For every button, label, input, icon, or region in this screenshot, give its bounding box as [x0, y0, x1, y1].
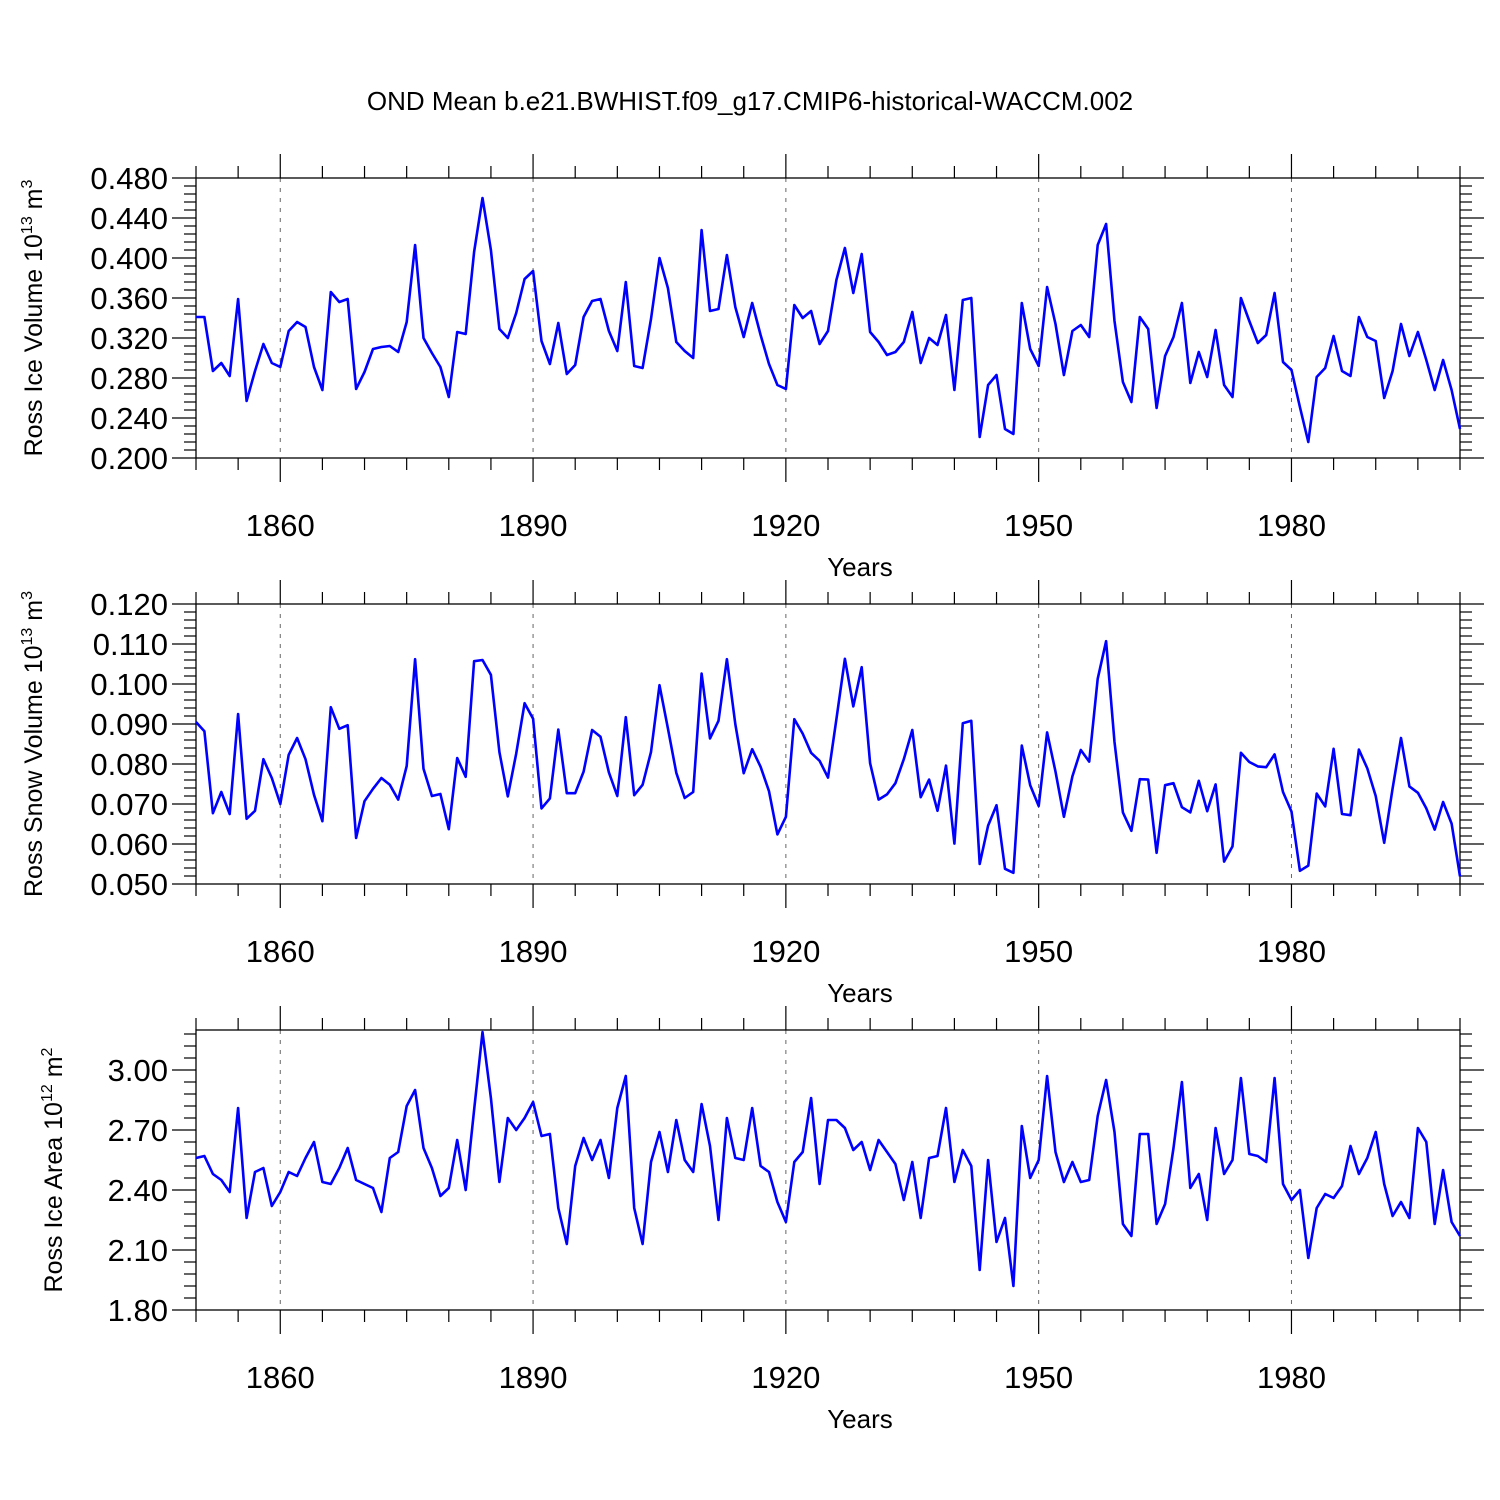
y-tick-label: 0.050 — [90, 867, 168, 902]
x-tick-label: 1920 — [751, 1360, 820, 1395]
x-tick-label: 1890 — [499, 1360, 568, 1395]
x-tick-label: 1950 — [1004, 1360, 1073, 1395]
chart-title: OND Mean b.e21.BWHIST.f09_g17.CMIP6-hist… — [366, 86, 1134, 116]
y-tick-label: 0.320 — [90, 321, 168, 356]
x-tick-label: 1920 — [751, 508, 820, 543]
y-tick-label: 0.080 — [90, 747, 168, 782]
y-tick-label: 3.00 — [108, 1053, 168, 1088]
x-tick-label: 1980 — [1257, 1360, 1326, 1395]
y-tick-label: 0.280 — [90, 361, 168, 396]
x-tick-label: 1920 — [751, 934, 820, 969]
y-tick-label: 0.480 — [90, 161, 168, 196]
x-tick-label: 1950 — [1004, 934, 1073, 969]
y-tick-label: 0.110 — [93, 627, 168, 662]
x-tick-label: 1890 — [499, 508, 568, 543]
series-line — [195, 639, 1462, 877]
x-axis-label: Years — [827, 552, 893, 582]
plot-frame — [195, 1029, 1461, 1311]
x-tick-label: 1950 — [1004, 508, 1073, 543]
y-tick-label: 2.10 — [108, 1233, 168, 1268]
plot-frame — [195, 603, 1461, 885]
y-tick-label: 0.120 — [90, 587, 168, 622]
y-axis-label: Ross Ice Area 1012 m2 — [39, 1047, 68, 1292]
y-tick-label: 0.200 — [90, 441, 168, 476]
y-tick-label: 0.070 — [90, 787, 168, 822]
x-tick-label: 1980 — [1257, 934, 1326, 969]
panel-1: 0.200 0.240 0.280 0.320 0.360 0.400 0.440 0.480… — [19, 154, 1484, 582]
x-tick-label: 1860 — [246, 934, 315, 969]
y-tick-label: 2.70 — [108, 1113, 168, 1148]
y-tick-label: 0.360 — [90, 281, 168, 316]
x-tick-label: 1890 — [499, 934, 568, 969]
x-tick-label: 1980 — [1257, 508, 1326, 543]
series-line — [195, 1030, 1462, 1288]
y-axis-label: Ross Snow Volume 1013 m3 — [19, 591, 48, 897]
y-tick-label: 0.240 — [90, 401, 168, 436]
y-tick-label: 0.090 — [90, 707, 168, 742]
y-tick-label: 1.80 — [108, 1293, 168, 1328]
y-tick-label: 2.40 — [108, 1173, 168, 1208]
y-tick-label: 0.440 — [90, 201, 168, 236]
panel-2: 0.050 0.060 0.070 0.080 0.090 0.100 0.110 0.120… — [19, 580, 1484, 1008]
y-tick-label: 0.100 — [90, 667, 168, 702]
x-axis-label: Years — [827, 978, 893, 1008]
y-tick-label: 0.060 — [90, 827, 168, 862]
series-line — [196, 196, 1462, 444]
y-tick-label: 0.400 — [90, 241, 168, 276]
panel-3: 1.80 2.10 2.40 2.70 3.00 1860 1890 1920 1950 1980… — [39, 1006, 1484, 1434]
x-tick-label: 1860 — [246, 508, 315, 543]
y-axis-label: Ross Ice Volume 1013 m3 — [19, 179, 48, 456]
x-axis-label: Years — [827, 1404, 893, 1434]
x-tick-label: 1860 — [246, 1360, 315, 1395]
